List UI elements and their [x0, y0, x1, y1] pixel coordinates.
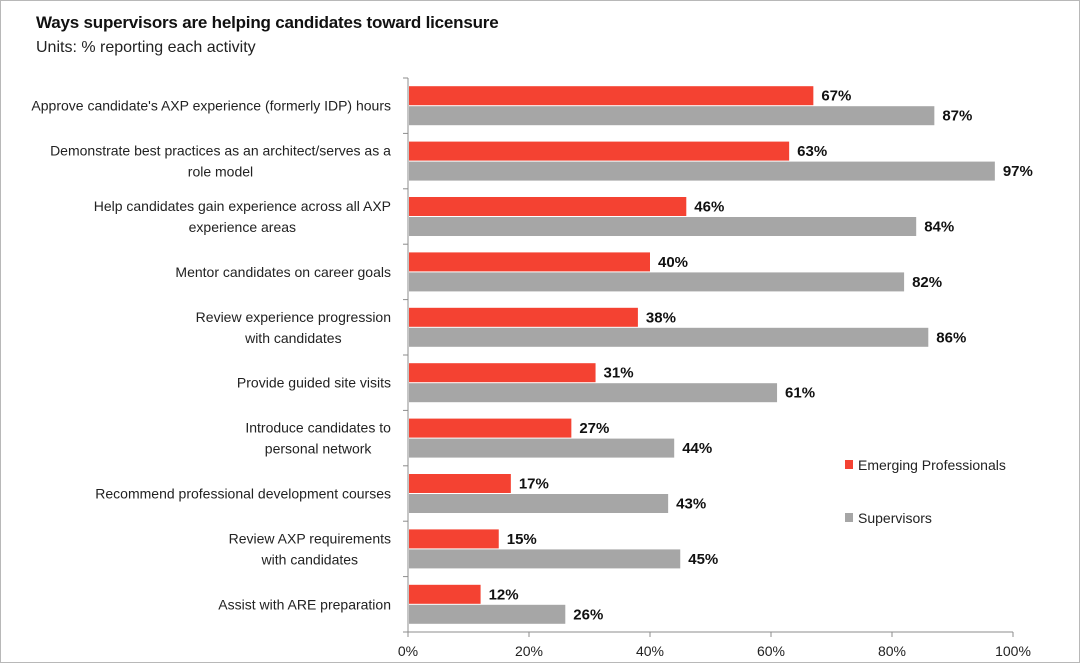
bar-emerging-professionals [409, 86, 814, 106]
x-tick-label: 100% [995, 643, 1031, 659]
category-label: Provide guided site visits [237, 375, 391, 391]
category-label: with candidates [261, 551, 359, 567]
category-label: Demonstrate best practices as an archite… [50, 143, 391, 159]
x-tick-label: 40% [636, 643, 664, 659]
value-label: 86% [936, 329, 966, 346]
category-label: role model [188, 164, 253, 180]
bar-emerging-professionals [409, 252, 650, 272]
value-label: 27% [579, 420, 609, 437]
bar-supervisors [409, 217, 917, 236]
bar-emerging-professionals [409, 307, 638, 327]
category-label: Mentor candidates on career goals [175, 264, 391, 280]
value-label: 12% [489, 586, 519, 603]
category-label: experience areas [189, 219, 296, 235]
category-label: Recommend professional development cours… [95, 486, 391, 502]
bar-supervisors [409, 161, 995, 181]
bar-supervisors [409, 327, 929, 347]
x-tick-label: 80% [878, 643, 906, 659]
bar-supervisors [409, 604, 566, 624]
value-label: 63% [797, 143, 827, 160]
value-label: 84% [924, 219, 954, 236]
category-label: Approve candidate's AXP experience (form… [31, 98, 391, 114]
value-label: 44% [682, 440, 712, 457]
legend-swatch-supervisors [845, 513, 853, 522]
category-label: Introduce candidates to [245, 420, 391, 436]
legend-label-emerging-professionals: Emerging Professionals [858, 457, 1006, 473]
x-tick-label: 20% [515, 643, 543, 659]
category-label: Assist with ARE preparation [218, 596, 391, 612]
value-label: 31% [604, 365, 634, 382]
legend-label-supervisors: Supervisors [858, 510, 932, 526]
bar-supervisors [409, 383, 778, 403]
bar-supervisors [409, 272, 905, 292]
bar-emerging-professionals [409, 474, 511, 493]
value-label: 67% [821, 88, 851, 105]
value-label: 97% [1003, 163, 1033, 180]
bar-emerging-professionals [409, 141, 790, 161]
bar-emerging-professionals [409, 363, 596, 383]
value-label: 87% [942, 108, 972, 125]
bar-supervisors [409, 438, 675, 458]
bar-supervisors [409, 494, 669, 513]
bar-emerging-professionals [409, 584, 481, 604]
category-label: Review experience progression [196, 309, 391, 325]
bar-emerging-professionals [409, 418, 572, 438]
category-label: with candidates [244, 330, 342, 346]
value-label: 82% [912, 274, 942, 291]
value-label: 15% [507, 531, 537, 548]
value-label: 43% [676, 496, 706, 513]
bar-supervisors [409, 106, 935, 126]
value-label: 26% [573, 606, 603, 623]
chart-title: Ways supervisors are helping candidates … [36, 13, 499, 32]
category-label: Help candidates gain experience across a… [94, 198, 391, 214]
bar-supervisors [409, 549, 681, 569]
value-label: 46% [694, 199, 724, 216]
value-label: 61% [785, 385, 815, 402]
x-tick-label: 60% [757, 643, 785, 659]
category-label: personal network [265, 441, 373, 457]
category-label: Review AXP requirements [229, 530, 391, 546]
legend-swatch-emerging-professionals [845, 460, 853, 469]
bar-emerging-professionals [409, 529, 499, 549]
value-label: 45% [688, 551, 718, 568]
value-label: 38% [646, 309, 676, 326]
value-label: 40% [658, 254, 688, 271]
chart-subtitle: Units: % reporting each activity [36, 39, 256, 56]
bar-emerging-professionals [409, 197, 687, 216]
value-label: 17% [519, 476, 549, 493]
x-tick-label: 0% [398, 643, 418, 659]
